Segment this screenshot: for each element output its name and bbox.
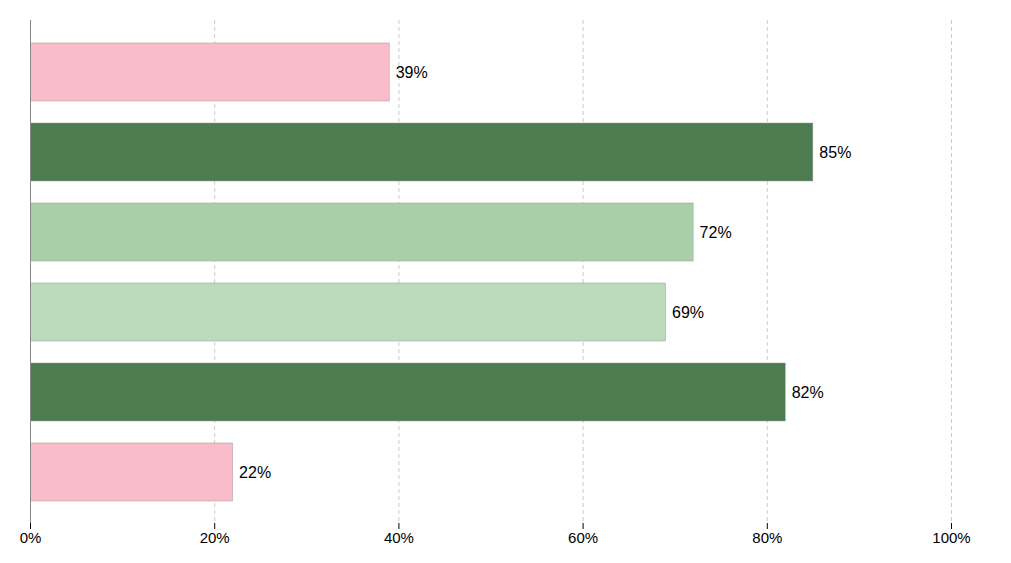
svg-text:69%: 69%	[672, 304, 704, 321]
svg-text:20%: 20%	[200, 529, 230, 546]
svg-text:39%: 39%	[396, 64, 428, 81]
svg-text:22%: 22%	[239, 464, 271, 481]
svg-text:60%: 60%	[568, 529, 598, 546]
svg-text:72%: 72%	[700, 224, 732, 241]
svg-text:40%: 40%	[384, 529, 414, 546]
svg-text:0%: 0%	[20, 529, 42, 546]
svg-text:82%: 82%	[792, 384, 824, 401]
svg-text:85%: 85%	[819, 144, 851, 161]
svg-text:80%: 80%	[752, 529, 782, 546]
svg-text:100%: 100%	[932, 529, 970, 546]
